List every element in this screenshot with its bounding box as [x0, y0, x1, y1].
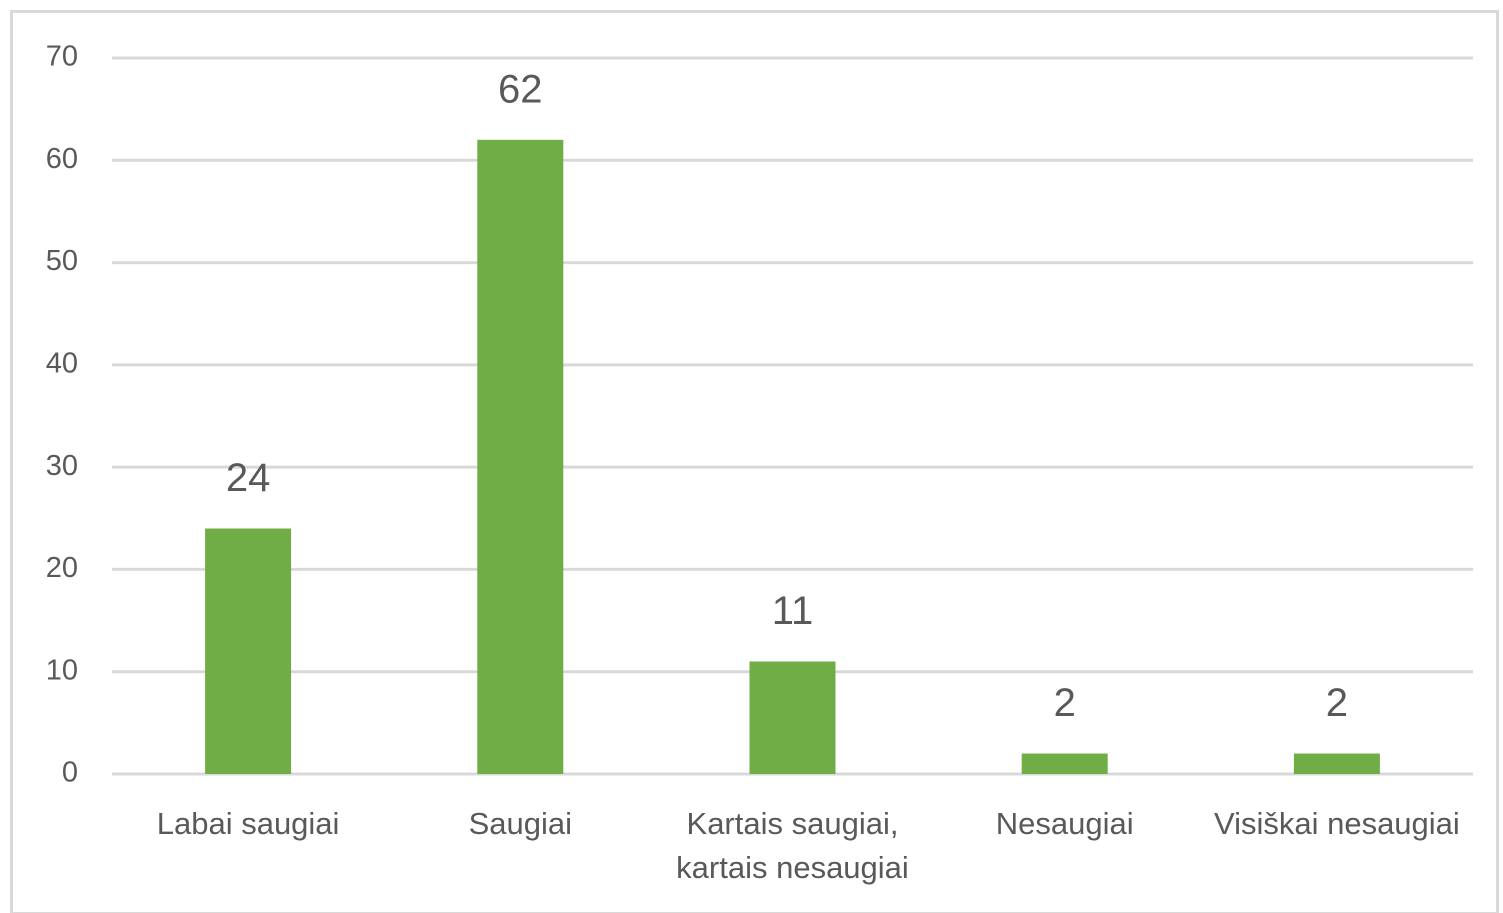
x-tick-label: Kartais saugiai, kartais nesaugiai: [676, 806, 909, 885]
data-label: 2: [1054, 681, 1076, 725]
y-tick-label: 60: [46, 143, 78, 175]
y-tick-label: 40: [46, 348, 78, 380]
bar: [1293, 753, 1380, 774]
bar: [749, 661, 836, 774]
x-tick-label: Nesaugiai: [995, 806, 1134, 841]
y-tick-label: 0: [62, 757, 78, 789]
x-tick-label: Saugiai: [468, 806, 572, 841]
y-tick-label: 70: [46, 41, 78, 73]
data-label: 11: [772, 589, 814, 633]
bar: [477, 139, 564, 775]
y-tick-label: 20: [46, 552, 78, 584]
data-label: 62: [498, 67, 543, 111]
data-label: 2: [1326, 681, 1348, 725]
y-tick-label: 10: [46, 654, 78, 686]
bar: [1021, 753, 1108, 774]
x-tick-label: Visiškai nesaugiai: [1213, 806, 1460, 841]
y-tick-label: 50: [46, 245, 78, 277]
bar: [205, 528, 292, 774]
y-tick-label: 30: [46, 450, 78, 482]
data-label: 24: [226, 456, 271, 500]
x-tick-label: Labai saugiai: [156, 806, 340, 841]
